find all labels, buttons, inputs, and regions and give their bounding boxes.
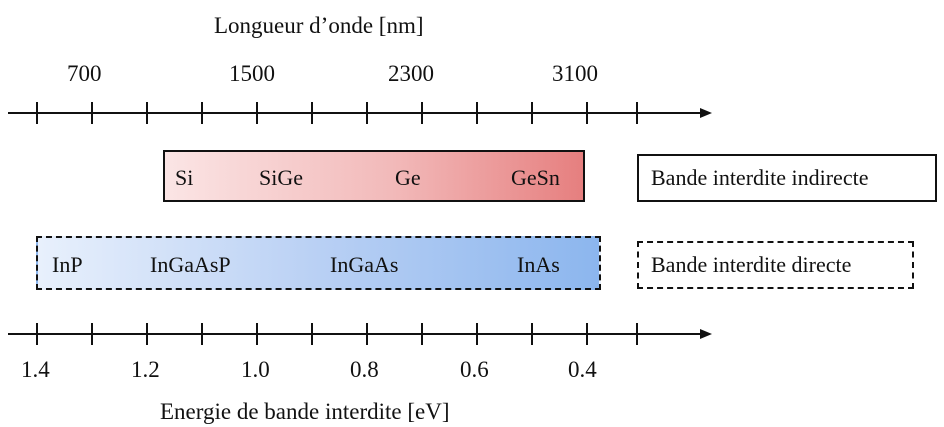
wavelength-axis-ticks: [36, 102, 638, 124]
energy-axis-arrowhead: [700, 329, 712, 339]
energy-tick-label: 1.2: [131, 357, 160, 382]
wavelength-axis: [8, 102, 712, 124]
material-label-ingaas: InGaAs: [330, 252, 399, 277]
energy-axis: [8, 323, 712, 345]
material-label-ge: Ge: [395, 165, 421, 190]
wavelength-axis-title: Longueur d’onde [nm]: [214, 13, 424, 38]
energy-axis-ticks: [36, 323, 638, 345]
energy-axis-title: Energie de bande interdite [eV]: [160, 399, 450, 424]
energy-tick-label: 0.4: [568, 357, 597, 382]
wavelength-tick-label: 2300: [388, 61, 434, 86]
energy-tick-label: 0.6: [460, 357, 489, 382]
material-label-sige: SiGe: [259, 165, 303, 190]
wavelength-tick-label: 1500: [229, 61, 275, 86]
material-label-si: Si: [175, 165, 194, 190]
direct-bandgap-band: InP InGaAsP InGaAs InAs: [36, 236, 601, 290]
material-label-inas: InAs: [517, 252, 560, 277]
energy-tick-label: 1.4: [21, 357, 50, 382]
wavelength-tick-label: 700: [67, 61, 102, 86]
legend-indirect-bandgap: Bande interdite indirecte: [637, 154, 937, 202]
material-label-ingaasp: InGaAsP: [150, 252, 231, 277]
material-label-inp: InP: [52, 252, 83, 277]
legend-direct-bandgap: Bande interdite directe: [637, 241, 914, 289]
energy-tick-label: 0.8: [350, 357, 379, 382]
indirect-bandgap-band: Si SiGe Ge GeSn: [163, 150, 585, 202]
material-label-gesn: GeSn: [511, 165, 560, 190]
wavelength-tick-label: 3100: [552, 61, 598, 86]
energy-tick-label: 1.0: [241, 357, 270, 382]
wavelength-axis-arrowhead: [700, 108, 712, 118]
